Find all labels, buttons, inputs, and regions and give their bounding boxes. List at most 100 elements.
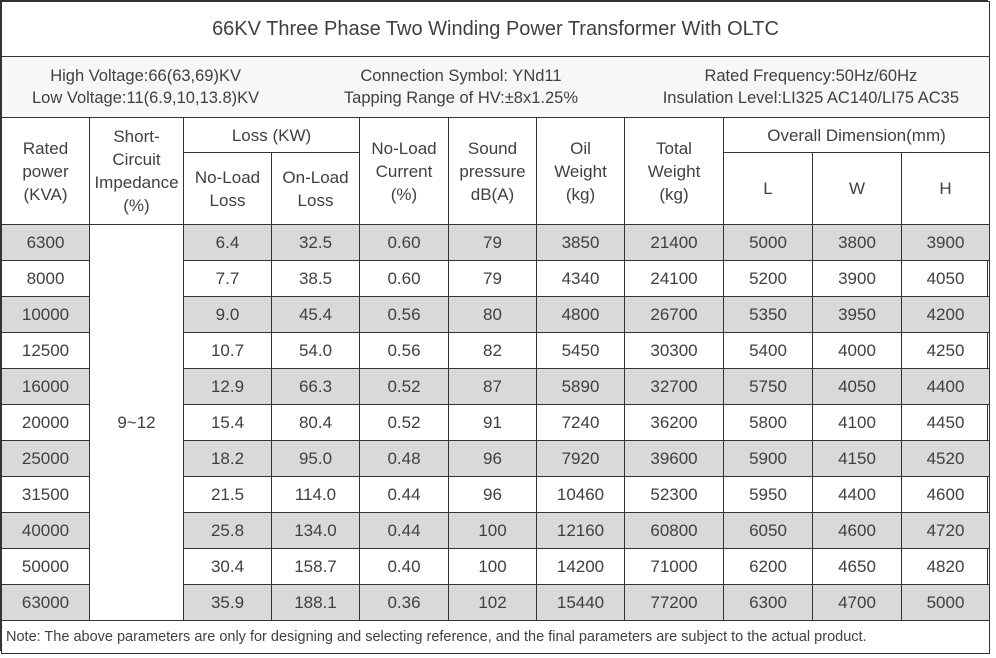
cell-dim-w: 4400 <box>812 476 902 513</box>
table-row: 10000 9.0 45.4 0.56 80 4800 26700 5350 3950 4200 <box>1 296 991 333</box>
cell-oil-weight: 12160 <box>536 512 625 549</box>
cell-total-weight: 26700 <box>624 296 724 333</box>
cell-dim-w: 4150 <box>812 440 902 477</box>
cell-on-load-loss: 80.4 <box>271 404 360 441</box>
cell-dim-l: 5200 <box>723 260 813 297</box>
cell-no-load-loss: 15.4 <box>183 404 272 441</box>
cell-dim-h: 4450 <box>900 404 991 441</box>
cell-total-weight: 36200 <box>624 404 724 441</box>
table-row: 31500 21.5 114.0 0.44 96 10460 52300 5950 4400 46… <box>1 476 991 513</box>
cell-dim-l: 6300 <box>723 584 813 621</box>
cell-no-load-loss: 25.8 <box>183 512 272 549</box>
spec-connection-symbol: Connection Symbol: YNd11 <box>360 67 562 85</box>
header-loss-group: Loss (KW) <box>183 117 360 153</box>
cell-dim-l: 5350 <box>723 296 813 333</box>
table-title: 66KV Three Phase Two Winding Power Trans… <box>0 1 991 57</box>
cell-dim-h: 3900 <box>900 224 991 261</box>
cell-dim-w: 3900 <box>812 260 902 297</box>
header-oil-weight: Oil Weight (kg) <box>536 117 625 225</box>
cell-dim-l: 5000 <box>723 224 813 261</box>
cell-no-load-current: 0.56 <box>359 296 449 333</box>
cell-no-load-current: 0.48 <box>359 440 449 477</box>
cell-no-load-loss: 6.4 <box>183 224 272 261</box>
cell-oil-weight: 3850 <box>536 224 625 261</box>
cell-on-load-loss: 95.0 <box>271 440 360 477</box>
spec-col-connection: Connection Symbol: YNd11 Tapping Range o… <box>344 65 578 109</box>
header-rated-power: Rated power (KVA) <box>1 117 90 225</box>
cell-total-weight: 30300 <box>624 332 724 369</box>
cell-dim-w: 3800 <box>812 224 902 261</box>
cell-total-weight: 71000 <box>624 548 724 585</box>
cell-dim-h: 4820 <box>900 548 991 585</box>
cell-no-load-loss: 12.9 <box>183 368 272 405</box>
cell-no-load-current: 0.40 <box>359 548 449 585</box>
cell-sound-pressure: 80 <box>448 296 537 333</box>
cell-sound-pressure: 91 <box>448 404 537 441</box>
cell-dim-h: 4600 <box>900 476 991 513</box>
spec-col-frequency: Rated Frequency:50Hz/60Hz Insulation Lev… <box>663 65 959 109</box>
cell-on-load-loss: 54.0 <box>271 332 360 369</box>
cell-dim-w: 4600 <box>812 512 902 549</box>
cell-no-load-loss: 35.9 <box>183 584 272 621</box>
cell-oil-weight: 4340 <box>536 260 625 297</box>
cell-impedance: 9~12 <box>89 224 184 621</box>
cell-dim-w: 4650 <box>812 548 902 585</box>
header-dim-l: L <box>723 152 813 225</box>
cell-sound-pressure: 79 <box>448 260 537 297</box>
spec-summary: High Voltage:66(63,69)KV Low Voltage:11(… <box>0 56 991 118</box>
cell-dim-h: 4520 <box>900 440 991 477</box>
cell-dim-l: 5800 <box>723 404 813 441</box>
header-dim-w: W <box>812 152 902 225</box>
table-row: 16000 12.9 66.3 0.52 87 5890 32700 5750 4050 4400 <box>1 368 991 405</box>
table-row: 63000 35.9 188.1 0.36 102 15440 77200 6300 4700 5… <box>1 584 991 621</box>
cell-dim-w: 4050 <box>812 368 902 405</box>
cell-oil-weight: 5890 <box>536 368 625 405</box>
cell-no-load-loss: 9.0 <box>183 296 272 333</box>
spec-low-voltage: Low Voltage:11(6.9,10,13.8)KV <box>32 89 260 107</box>
footnote: Note: The above parameters are only for … <box>0 620 991 654</box>
cell-dim-h: 5000 <box>900 584 991 621</box>
cell-on-load-loss: 114.0 <box>271 476 360 513</box>
cell-on-load-loss: 38.5 <box>271 260 360 297</box>
cell-no-load-current: 0.44 <box>359 476 449 513</box>
table-body: 6300 9~12 6.4 32.5 0.60 79 3850 21400 5000 3800 39… <box>1 224 991 621</box>
header-impedance: Short- Circuit Impedance (%) <box>89 117 184 225</box>
spec-high-voltage: High Voltage:66(63,69)KV <box>50 67 241 85</box>
cell-no-load-loss: 21.5 <box>183 476 272 513</box>
cell-no-load-loss: 10.7 <box>183 332 272 369</box>
cell-dim-l: 6050 <box>723 512 813 549</box>
cell-rated-power: 25000 <box>1 440 90 477</box>
cell-sound-pressure: 96 <box>448 476 537 513</box>
cell-dim-h: 4050 <box>900 260 991 297</box>
cell-rated-power: 50000 <box>1 548 90 585</box>
cell-no-load-current: 0.52 <box>359 404 449 441</box>
cell-total-weight: 24100 <box>624 260 724 297</box>
cell-no-load-loss: 30.4 <box>183 548 272 585</box>
cell-dim-l: 6200 <box>723 548 813 585</box>
cell-rated-power: 8000 <box>1 260 90 297</box>
cell-dim-l: 5750 <box>723 368 813 405</box>
cell-oil-weight: 10460 <box>536 476 625 513</box>
cell-no-load-current: 0.60 <box>359 260 449 297</box>
cell-dim-w: 4700 <box>812 584 902 621</box>
cell-rated-power: 40000 <box>1 512 90 549</box>
cell-total-weight: 32700 <box>624 368 724 405</box>
cell-no-load-current: 0.44 <box>359 512 449 549</box>
cell-sound-pressure: 79 <box>448 224 537 261</box>
header-dimension-group: Overall Dimension(mm) <box>722 117 991 153</box>
cell-no-load-loss: 7.7 <box>183 260 272 297</box>
header-dim-h: H <box>900 152 991 225</box>
header-no-load-current: No-Load Current (%) <box>359 117 449 225</box>
cell-on-load-loss: 45.4 <box>271 296 360 333</box>
spec-rated-frequency: Rated Frequency:50Hz/60Hz <box>704 67 918 85</box>
cell-no-load-loss: 18.2 <box>183 440 272 477</box>
cell-dim-h: 4720 <box>900 512 991 549</box>
cell-dim-l: 5950 <box>723 476 813 513</box>
table-row: 12500 10.7 54.0 0.56 82 5450 30300 5400 4000 4250 <box>1 332 991 369</box>
cell-dim-w: 3950 <box>812 296 902 333</box>
spec-insulation-level: Insulation Level:LI325 AC140/LI75 AC35 <box>662 89 960 107</box>
cell-total-weight: 39600 <box>624 440 724 477</box>
cell-sound-pressure: 96 <box>448 440 537 477</box>
cell-total-weight: 60800 <box>624 512 724 549</box>
